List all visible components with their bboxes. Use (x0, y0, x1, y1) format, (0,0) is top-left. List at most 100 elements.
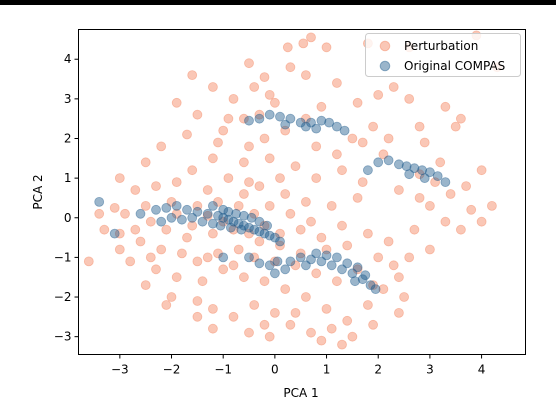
perturbation-point (295, 224, 306, 235)
original-compas-point (316, 256, 327, 267)
perturbation-point (156, 141, 167, 152)
perturbation-point (218, 125, 229, 136)
original-compas-point (238, 220, 249, 231)
perturbation-point (151, 264, 161, 275)
perturbation-point (207, 303, 218, 314)
perturbation-point (321, 42, 332, 53)
perturbation-point (300, 113, 311, 124)
perturbation-point (357, 177, 368, 188)
perturbation-point (347, 331, 358, 342)
perturbation-point (151, 181, 161, 192)
original-compas-point (424, 167, 435, 178)
perturbation-point (254, 236, 265, 247)
perturbation-point (404, 252, 415, 263)
original-compas-point (342, 258, 353, 269)
original-compas-point (246, 212, 257, 223)
original-compas-point (362, 165, 373, 176)
perturbation-point (383, 236, 394, 247)
perturbation-point (362, 228, 373, 239)
perturbation-point (244, 177, 254, 188)
original-compas-point (192, 206, 203, 217)
original-compas-point (306, 254, 316, 265)
perturbation-point (352, 97, 363, 108)
perturbation-point (264, 200, 275, 211)
perturbation-point (238, 272, 249, 283)
original-compas-point (187, 212, 198, 223)
perturbation-point (244, 141, 254, 152)
x-tick-label: −2 (163, 363, 181, 377)
perturbation-point (238, 157, 249, 168)
original-compas-point (324, 117, 335, 128)
perturbation-point (140, 280, 151, 291)
perturbation-point (300, 196, 311, 207)
perturbation-point (311, 268, 322, 279)
original-compas-point (161, 202, 172, 213)
original-compas-point (254, 216, 265, 227)
perturbation-point (357, 137, 368, 148)
perturbation-point (486, 200, 497, 211)
perturbation-point (161, 300, 172, 310)
x-tick-label: −3 (111, 363, 129, 377)
x-axis-ticks: −3 −2 −1 0 1 2 3 4 (111, 354, 485, 377)
perturbation-point (326, 323, 337, 334)
perturbation-point (202, 185, 213, 195)
x-tick-label: 1 (323, 363, 331, 377)
perturbation-point (269, 256, 280, 267)
perturbation-point (83, 256, 94, 267)
perturbation-point (352, 264, 363, 275)
original-compas-point (409, 163, 420, 174)
perturbation-point (120, 208, 130, 219)
perturbation-point (337, 220, 347, 231)
legend: Perturbation Original COMPAS (365, 33, 521, 77)
perturbation-point (140, 200, 151, 211)
original-compas-point (207, 200, 218, 211)
perturbation-point (249, 208, 260, 219)
perturbation-point (368, 319, 379, 330)
perturbation-point (455, 113, 466, 124)
original-compas-point (254, 113, 265, 124)
original-compas-point (218, 204, 229, 215)
perturbation-point (99, 224, 110, 235)
perturbation-point (202, 252, 213, 263)
original-compas-point (249, 224, 260, 235)
original-compas-point (311, 123, 322, 134)
perturbation-point (213, 196, 223, 207)
perturbation-point (109, 202, 120, 213)
perturbation-point (373, 90, 384, 100)
perturbation-point (171, 208, 182, 219)
original-compas-point (231, 208, 242, 219)
original-compas-point (401, 161, 412, 172)
perturbation-point (450, 121, 461, 132)
original-compas-point (215, 220, 226, 231)
perturbation-point (282, 42, 293, 53)
perturbation-point (393, 185, 404, 195)
perturbation-point (218, 216, 229, 227)
perturbation-point (156, 244, 167, 255)
original-compas-point (275, 111, 285, 122)
perturbation-point (207, 82, 218, 92)
perturbation-point (187, 220, 198, 231)
perturbation-point (352, 192, 363, 203)
original-compas-point (280, 264, 291, 275)
original-compas-point (331, 252, 342, 263)
perturbation-point (145, 252, 156, 263)
perturbation-point (145, 216, 156, 227)
original-compas-point (197, 216, 208, 227)
original-compas-point (352, 262, 363, 273)
perturbation-point (166, 292, 177, 302)
perturbation-point (362, 300, 373, 310)
perturbation-point (440, 216, 451, 227)
y-tick-label: 4 (64, 52, 72, 66)
perturbation-point (213, 248, 223, 259)
y-tick-label: −3 (54, 330, 72, 344)
perturbation-point (316, 335, 327, 346)
original-compas-point (213, 210, 223, 221)
original-compas-point (135, 208, 146, 219)
original-compas-point (432, 171, 443, 182)
perturbation-point (192, 109, 203, 120)
original-compas-point (151, 204, 161, 215)
original-compas-point (176, 214, 187, 225)
perturbation-point (337, 339, 347, 350)
perturbation-point (393, 272, 404, 283)
original-compas-point (225, 222, 236, 233)
